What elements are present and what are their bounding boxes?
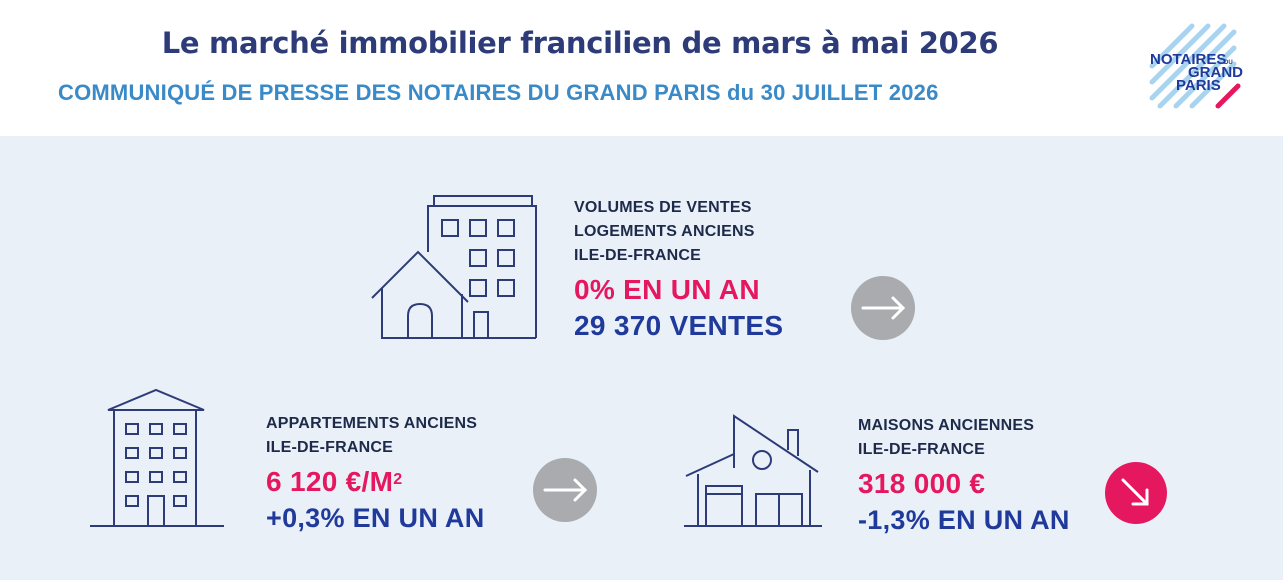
- logo-text-du: DU: [1224, 60, 1233, 66]
- apartments-price-value: 6 120 €/M: [266, 466, 394, 497]
- volumes-label-1: VOLUMES DE VENTES: [574, 199, 752, 216]
- arrow-right-icon: [533, 458, 597, 522]
- arrow-down-right-icon: [1105, 462, 1167, 524]
- logo-text-grand: GRAND: [1188, 64, 1243, 81]
- volumes-count: 29 370 VENTES: [574, 310, 784, 341]
- houses-block: MAISONS ANCIENNES ILE-DE-FRANCE 318 000 …: [858, 414, 1070, 538]
- apartments-block: APPARTEMENTS ANCIENS ILE-DE-FRANCE 6 120…: [266, 412, 485, 536]
- apartments-label-2: ILE-DE-FRANCE: [266, 439, 394, 456]
- apartment-building-icon: [90, 388, 224, 527]
- logo-text-paris: PARIS: [1176, 77, 1221, 94]
- houses-label-1: MAISONS ANCIENNES: [858, 417, 1035, 434]
- apartments-price: 6 120 €/M2: [266, 464, 485, 500]
- apartments-change: +0,3% EN UN AN: [266, 503, 485, 533]
- houses-label-2: ILE-DE-FRANCE: [858, 441, 986, 458]
- houses-price: 318 000 €: [858, 468, 986, 499]
- houses-change: -1,3% EN UN AN: [858, 505, 1070, 535]
- header: Le marché immobilier francilien de mars …: [0, 0, 1283, 136]
- page-title: Le marché immobilier francilien de mars …: [161, 26, 999, 60]
- stats-panel: VOLUMES DE VENTES LOGEMENTS ANCIENS ILE-…: [0, 136, 1283, 580]
- volumes-block: VOLUMES DE VENTES LOGEMENTS ANCIENS ILE-…: [574, 196, 783, 344]
- volumes-label-3: ILE-DE-FRANCE: [574, 247, 702, 264]
- apartments-label-1: APPARTEMENTS ANCIENS: [266, 415, 478, 432]
- building-and-house-icon: [371, 195, 537, 339]
- press-release-subtitle: COMMUNIQUÉ DE PRESSE DES NOTAIRES DU GRA…: [58, 80, 939, 105]
- arrow-right-icon: [851, 276, 915, 340]
- volumes-change: 0% EN UN AN: [574, 274, 760, 305]
- notaires-logo: NOTAIRES DU GRAND PARIS: [1149, 23, 1243, 109]
- apartments-price-sup: 2: [393, 471, 403, 488]
- house-icon: [684, 414, 822, 527]
- volumes-label-2: LOGEMENTS ANCIENS: [574, 223, 755, 240]
- logo-text-notaires: NOTAIRES: [1150, 51, 1226, 68]
